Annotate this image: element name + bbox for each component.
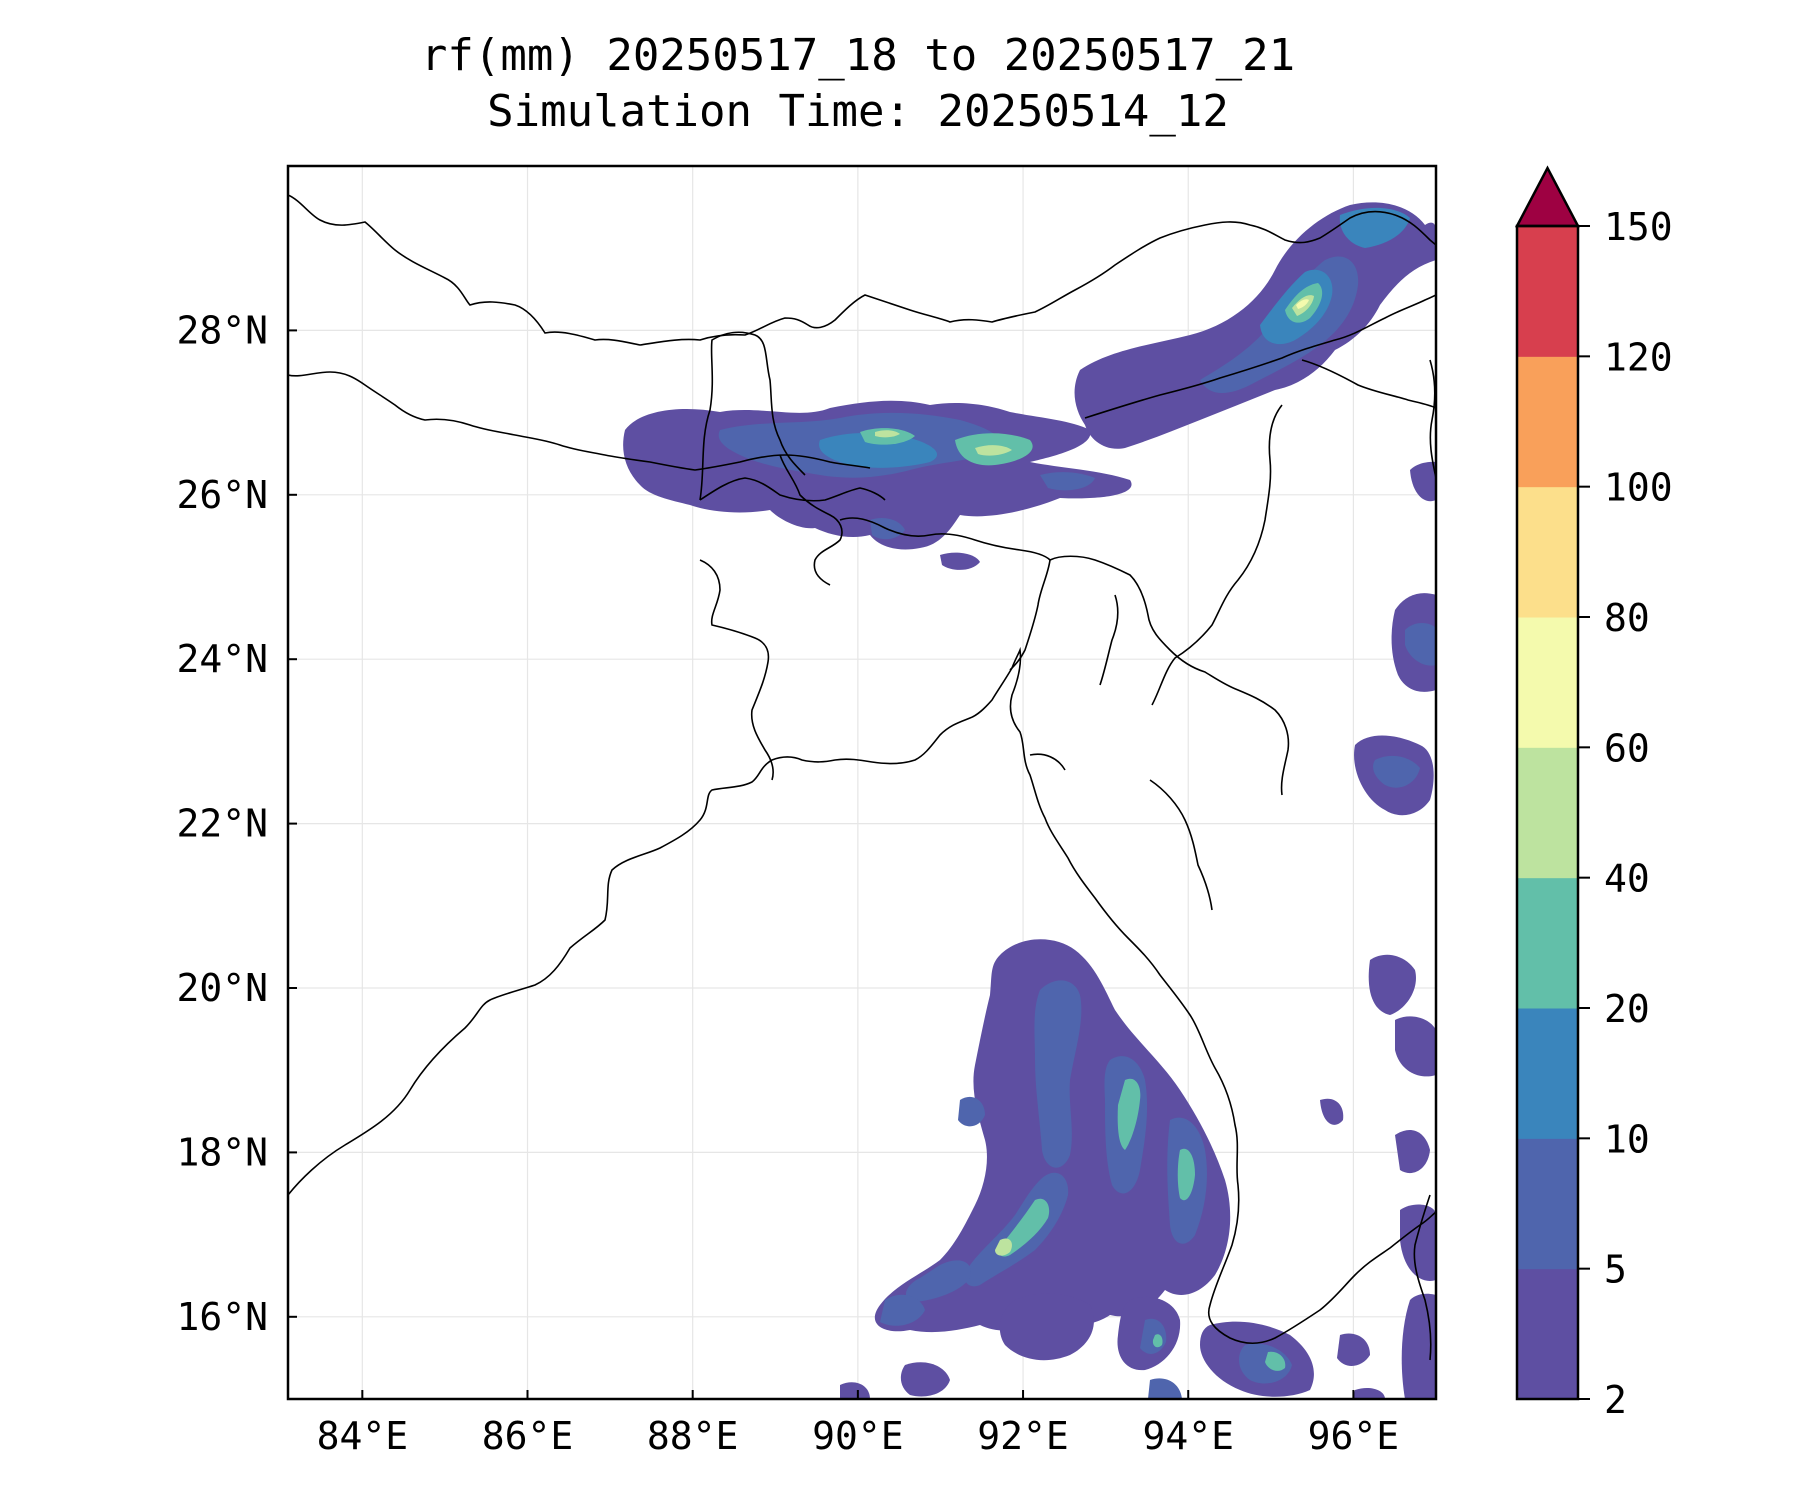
x-tick-label: 88°E [647, 1414, 739, 1458]
y-tick-label: 24°N [176, 637, 268, 681]
x-axis: 84°E 86°E 88°E 90°E 92°E 94°E 96°E [317, 1390, 1400, 1458]
x-tick-label: 84°E [317, 1414, 409, 1458]
colorbar-tick-label: 40 [1604, 857, 1650, 901]
colorbar-tick-label: 20 [1604, 987, 1650, 1031]
colorbar-segment [1517, 877, 1578, 1009]
colorbar: 2 5 10 20 40 60 80 100 120 150 [1514, 165, 1673, 1422]
colorbar-tick-label: 100 [1604, 466, 1673, 510]
colorbar-tick-label: 2 [1604, 1378, 1627, 1422]
rain-area-northeast [1074, 202, 1436, 449]
x-tick-label: 94°E [1142, 1414, 1234, 1458]
x-tick-label: 96°E [1308, 1414, 1400, 1458]
colorbar-frame [1515, 224, 1580, 1401]
coastlines-and-borders [288, 194, 1436, 1361]
y-tick-label: 18°N [176, 1130, 268, 1174]
figure-title: rf(mm) 20250517_18 to 20250517_21 [421, 30, 1295, 81]
figure-subtitle: Simulation Time: 20250514_12 [487, 86, 1229, 137]
gridlines [288, 166, 1436, 1399]
map-frame [286, 164, 1438, 1401]
y-tick-label: 20°N [176, 966, 268, 1010]
y-tick-label: 22°N [176, 802, 268, 846]
colorbar-tick-label: 5 [1604, 1248, 1627, 1292]
colorbar-extend-arrow [1514, 165, 1581, 228]
y-tick-label: 16°N [176, 1295, 268, 1339]
x-tick-label: 90°E [812, 1414, 904, 1458]
colorbar-tick-label: 80 [1604, 596, 1650, 640]
colorbar-tick-label: 60 [1604, 726, 1650, 770]
colorbar-segment [1517, 1268, 1578, 1400]
y-tick-label: 28°N [176, 308, 268, 352]
y-axis: 16°N 18°N 20°N 22°N 24°N 26°N 28°N [176, 308, 297, 1339]
rainfall-field [288, 194, 1436, 1399]
colorbar-segment [1517, 226, 1578, 357]
x-tick-label: 92°E [977, 1414, 1069, 1458]
colorbar-tick-label: 150 [1604, 205, 1673, 249]
map-panel: 84°E 86°E 88°E 90°E 92°E 94°E 96°E 16°N 18°N 20°… [176, 164, 1438, 1458]
colorbar-tick-label: 10 [1604, 1117, 1650, 1161]
colorbar-segment [1517, 356, 1578, 488]
colorbar-segment [1517, 486, 1578, 618]
colorbar-segment [1517, 1008, 1578, 1139]
y-tick-label: 26°N [176, 473, 268, 517]
rain-area-bay-of-bengal [840, 939, 1385, 1399]
colorbar-tick-label: 120 [1604, 335, 1673, 379]
rain-area-himalaya [623, 400, 1132, 570]
colorbar-segment [1517, 1138, 1578, 1270]
rain-area-east-edge [1320, 461, 1436, 1399]
x-tick-label: 86°E [482, 1414, 574, 1458]
colorbar-segment [1517, 617, 1578, 748]
colorbar-segment [1517, 747, 1578, 879]
